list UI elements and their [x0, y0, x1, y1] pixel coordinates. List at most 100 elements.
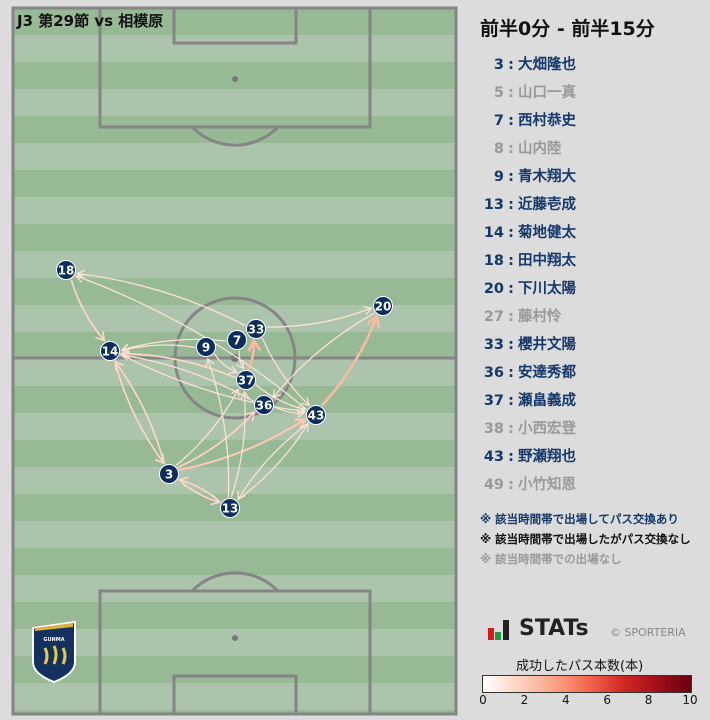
separator: :: [508, 421, 514, 437]
player-node: 18: [56, 260, 76, 280]
bottom-goal-area: [172, 674, 298, 716]
stats-bar-icon: [488, 620, 509, 640]
player-name: 藤村怜: [518, 309, 562, 325]
player-number: 14: [483, 225, 504, 241]
player-name: 小竹知恩: [518, 477, 576, 493]
player-name: 山内陸: [518, 141, 562, 157]
player-number: 36: [483, 365, 504, 381]
roster-item: 7: 西村恭史: [470, 107, 580, 135]
player-name: 下川太陽: [518, 281, 576, 297]
player-number: 8: [493, 141, 504, 157]
separator: :: [508, 281, 514, 297]
pitch-stripe: [13, 62, 456, 89]
player-number: 5: [493, 85, 504, 101]
player-name: 近藤壱成: [518, 197, 576, 213]
separator: :: [508, 57, 514, 73]
player-node: 3: [159, 464, 179, 484]
center-spot: [231, 354, 239, 362]
pass-arrow: [235, 350, 245, 370]
player-node: 13: [220, 498, 240, 518]
player-number: 20: [483, 281, 504, 297]
pass-arrow: [120, 353, 306, 416]
player-node: 9: [196, 337, 216, 357]
roster-item: 9: 青木翔大: [470, 163, 580, 191]
pitch-stripe: [13, 602, 456, 629]
separator: :: [508, 365, 514, 381]
match-title: J3 第29節 vs 相模原: [17, 12, 164, 30]
colorbar-title: 成功したパス本数(本): [516, 659, 644, 674]
legend-note: ※ 該当時間帯で出場してパス交換あり: [480, 512, 679, 526]
separator: :: [508, 449, 514, 465]
pitch-stripe: [13, 197, 456, 224]
pitch-stripe: [13, 224, 456, 251]
player-node: 43: [306, 405, 326, 425]
player-name: 小西宏登: [518, 421, 576, 437]
player-node: 7: [227, 330, 247, 350]
player-name: 青木翔大: [518, 169, 576, 185]
player-number: 7: [493, 113, 504, 129]
roster-item: 8: 山内陸: [470, 135, 580, 163]
separator: :: [508, 337, 514, 353]
pass-arrow: [120, 348, 236, 379]
player-node: 36: [254, 395, 274, 415]
player-node-number: 43: [308, 409, 325, 423]
separator: :: [508, 253, 514, 269]
player-number: 49: [483, 477, 504, 493]
stats-wordmark: STATs: [519, 616, 589, 641]
pass-arrow: [205, 357, 230, 498]
player-node-number: 36: [256, 399, 273, 413]
roster-item: 33: 櫻井文陽: [470, 331, 580, 359]
separator: :: [508, 225, 514, 241]
pitch-stripe: [13, 35, 456, 62]
pass-arrow: [266, 306, 373, 328]
period-title: 前半0分 - 前半15分: [480, 18, 655, 40]
pass-arrow: [70, 279, 106, 342]
colorbar-tick: 0: [479, 693, 487, 707]
pitch-stripe: [13, 116, 456, 143]
player-name: 菊地健太: [518, 225, 576, 241]
player-number: 37: [483, 393, 504, 409]
pitch-lines: [11, 6, 458, 716]
roster-item: 36: 安達秀都: [470, 359, 580, 387]
club-logo: GUNMA: [32, 620, 76, 684]
player-node-number: 18: [58, 264, 75, 278]
colorbar-tick: 4: [561, 693, 570, 707]
pass-arrow: [75, 273, 307, 410]
player-node: 20: [373, 296, 393, 316]
player-node: 37: [236, 370, 256, 390]
player-node: 14: [100, 341, 120, 361]
pitch-stripe: [13, 548, 456, 575]
pitch-stripe: [13, 656, 456, 683]
pitch-stripe: [13, 251, 456, 278]
roster-item: 38: 小西宏登: [470, 415, 580, 443]
pitch-stripe: [13, 467, 456, 494]
roster-item: 3: 大畑隆也: [470, 51, 580, 79]
pitch-stripe: [13, 170, 456, 197]
separator: :: [508, 393, 514, 409]
pass-arrow: [177, 476, 221, 504]
legend-note: ※ 該当時間帯での出場なし: [480, 552, 622, 566]
player-node-number: 20: [375, 300, 392, 314]
player-number: 3: [493, 57, 504, 73]
player-node-number: 37: [238, 374, 255, 388]
player-node-number: 13: [222, 502, 239, 516]
pitch-stripe: [13, 683, 456, 710]
player-roster: 3: 大畑隆也 5: 山口一真 7: 西村恭史 8: 山内陸 9: 青木翔大 13: 近藤壱成 14: 菊…: [470, 51, 580, 499]
pitch-stripe: [13, 575, 456, 602]
top-goal-area: [172, 6, 298, 45]
roster-item: 27: 藤村怜: [470, 303, 580, 331]
pitch-stripe: [13, 710, 456, 714]
player-name: 櫻井文陽: [518, 337, 576, 353]
pitch-stripe: [13, 629, 456, 656]
player-name: 田中翔太: [518, 253, 576, 269]
player-name: 大畑隆也: [518, 57, 576, 73]
pass-arrow: [230, 390, 250, 498]
top-penalty-spot: [232, 76, 238, 82]
separator: :: [508, 197, 514, 213]
player-number: 33: [483, 337, 504, 353]
colorbar-tick: 10: [682, 693, 698, 707]
legend-notes: ※ 該当時間帯で出場してパス交換あり ※ 該当時間帯で出場したがパス交換なし ※ 該…: [480, 509, 691, 569]
player-name: 瀬畠義成: [518, 393, 576, 409]
